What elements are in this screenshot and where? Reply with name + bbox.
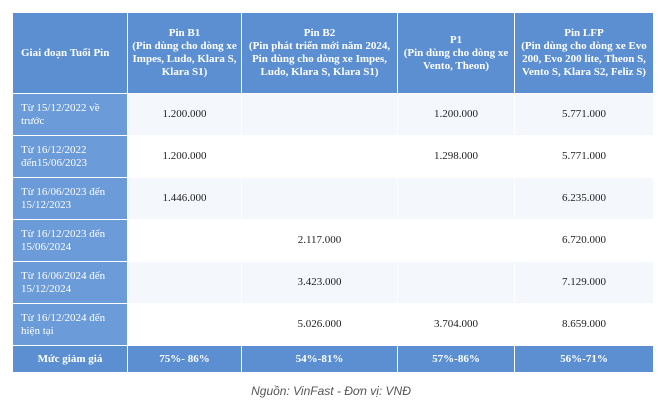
table-row: Từ 16/06/2023 đến 15/12/2023 1.446.000 6… [12, 177, 654, 220]
table-row: Từ 16/12/2024 đến hiện tại 5.026.000 3.7… [12, 303, 654, 346]
cell-b2: 3.423.000 [241, 261, 398, 304]
row-period: Từ 15/12/2022 về trước [12, 93, 128, 136]
cell-p1 [397, 219, 515, 262]
cell-p1 [397, 177, 515, 220]
source-caption: Nguồn: VinFast - Đơn vị: VNĐ [251, 384, 411, 398]
header-p1: P1 (Pin dùng cho dòng xe Vento, Theon) [397, 12, 515, 94]
cell-b1: 1.446.000 [127, 177, 242, 220]
discount-row: Mức giảm giá 75%- 86% 54%-81% 57%-86% 56… [12, 345, 654, 373]
row-period: Từ 16/06/2023 đến 15/12/2023 [12, 177, 128, 220]
header-period: Giai đoạn Tuổi Pin [12, 12, 128, 94]
cell-lfp: 6.235.000 [514, 177, 654, 220]
cell-lfp: 8.659.000 [514, 303, 654, 346]
cell-b1 [127, 303, 242, 346]
header-pin-b2: Pin B2 (Pin phát triển mới năm 2024, Pin … [241, 12, 398, 94]
cell-p1: 3.704.000 [397, 303, 515, 346]
row-period: Từ 16/12/2024 đến hiện tại [12, 303, 128, 346]
cell-b2: 2.117.000 [241, 219, 398, 262]
cell-b1: 1.200.000 [127, 93, 242, 136]
cell-lfp: 5.771.000 [514, 135, 654, 178]
cell-b1 [127, 261, 242, 304]
discount-b1: 75%- 86% [127, 345, 242, 373]
discount-b2: 54%-81% [241, 345, 398, 373]
discount-lfp: 56%-71% [514, 345, 654, 373]
cell-lfp: 6.720.000 [514, 219, 654, 262]
cell-b2: 5.026.000 [241, 303, 398, 346]
header-pin-b1: Pin B1 (Pin dùng cho dòng xe Impes, Ludo,… [127, 12, 242, 94]
table-row: Từ 15/12/2022 về trước 1.200.000 1.200.0… [12, 93, 654, 136]
table-row: Từ 16/12/2023 đến 15/06/2024 2.117.000 6… [12, 219, 654, 262]
table-row: Từ 16/06/2024 đến 15/12/2024 3.423.000 7… [12, 261, 654, 304]
table-row: Từ 16/12/2022 đến15/06/2023 1.200.000 1.… [12, 135, 654, 178]
cell-p1 [397, 261, 515, 304]
row-period: Từ 16/12/2022 đến15/06/2023 [12, 135, 128, 178]
cell-b1: 1.200.000 [127, 135, 242, 178]
cell-b2 [241, 135, 398, 178]
discount-p1: 57%-86% [397, 345, 515, 373]
cell-b2 [241, 93, 398, 136]
cell-b2 [241, 177, 398, 220]
cell-lfp: 7.129.000 [514, 261, 654, 304]
battery-price-table: Giai đoạn Tuổi Pin Pin B1 (Pin dùng cho d… [12, 12, 654, 373]
row-period: Từ 16/06/2024 đến 15/12/2024 [12, 261, 128, 304]
cell-p1: 1.298.000 [397, 135, 515, 178]
row-period: Từ 16/12/2023 đến 15/06/2024 [12, 219, 128, 262]
table-header-row: Giai đoạn Tuổi Pin Pin B1 (Pin dùng cho d… [12, 12, 654, 94]
discount-label: Mức giảm giá [12, 345, 128, 373]
cell-p1: 1.200.000 [397, 93, 515, 136]
cell-b1 [127, 219, 242, 262]
header-pin-lfp: Pin LFP (Pin dùng cho dòng xe Evo 200, Ev… [514, 12, 654, 94]
cell-lfp: 5.771.000 [514, 93, 654, 136]
